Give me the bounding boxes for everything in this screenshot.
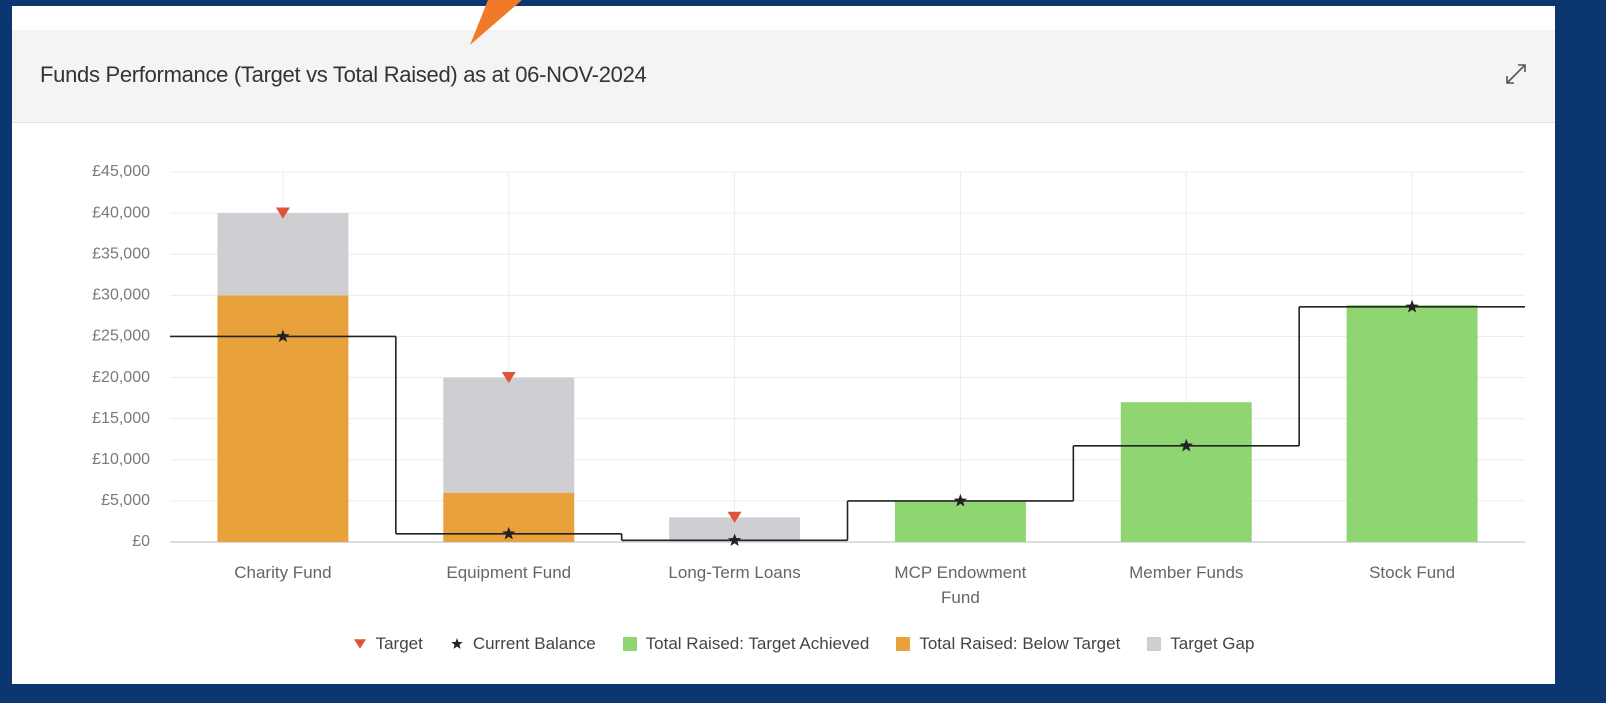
expand-icon[interactable] — [1506, 64, 1526, 84]
y-tick-label: £15,000 — [92, 410, 150, 427]
legend-swatch — [1147, 637, 1162, 651]
legend-item: Target Gap — [1146, 634, 1254, 654]
balance-marker — [1179, 438, 1193, 452]
bar-segment — [1120, 402, 1252, 542]
legend-swatch — [451, 638, 463, 649]
legend-label: Total Raised: Target Achieved — [645, 634, 870, 653]
balance-marker — [727, 533, 742, 546]
pointer-arrow — [470, 0, 522, 45]
y-tick-label: £5,000 — [101, 492, 150, 509]
balance-marker — [502, 526, 516, 540]
legend: Target Current Balance Total Raised: Targe… — [0, 634, 1606, 654]
target-marker — [275, 207, 290, 219]
legend-swatch — [353, 639, 366, 649]
balance-marker — [953, 493, 968, 507]
y-tick-label: £20,000 — [92, 369, 150, 386]
legend-label: Total Raised: Below Target — [919, 634, 1121, 653]
x-tick-label: Member Funds — [1129, 563, 1244, 582]
y-tick-label: £40,000 — [92, 204, 150, 221]
legend-item: Total Raised: Below Target — [895, 634, 1120, 654]
x-tick-label: MCP Endowment Fund — [894, 563, 1027, 607]
lines — [170, 306, 1525, 542]
bar-segment — [1346, 305, 1478, 542]
legend-label: Current Balance — [472, 634, 596, 653]
legend-item: Current Balance — [449, 634, 596, 654]
bar-segment — [894, 500, 1026, 542]
markers — [275, 207, 1419, 546]
bar-segment — [443, 377, 575, 493]
target-marker — [727, 511, 742, 523]
balance-marker — [1405, 299, 1419, 313]
legend-swatch — [896, 637, 911, 651]
target-marker — [501, 371, 516, 384]
balance-marker — [276, 329, 290, 343]
chart-title: Funds Performance (Target vs Total Raise… — [40, 62, 647, 87]
y-tick-label: £10,000 — [92, 451, 150, 468]
legend-item: Target — [352, 634, 423, 654]
legend-label: Target Gap — [1170, 634, 1255, 653]
bar-segment — [217, 213, 349, 296]
legend-item: Total Raised: Target Achieved — [622, 634, 870, 654]
legend-swatch — [622, 637, 637, 651]
y-tick-label: £0 — [132, 533, 150, 550]
x-tick-label: Equipment Fund — [446, 563, 572, 582]
panel-header — [12, 30, 1555, 123]
legend-label: Target — [375, 634, 423, 653]
y-tick-label: £30,000 — [92, 287, 150, 304]
x-tick-label: Stock Fund — [1369, 563, 1456, 582]
y-tick-label: £25,000 — [92, 328, 150, 345]
y-tick-label: £35,000 — [92, 245, 150, 262]
x-tick-label: Charity Fund — [234, 563, 332, 582]
y-tick-label: £45,000 — [92, 163, 150, 180]
x-tick-label: Long-Term Loans — [668, 563, 801, 582]
